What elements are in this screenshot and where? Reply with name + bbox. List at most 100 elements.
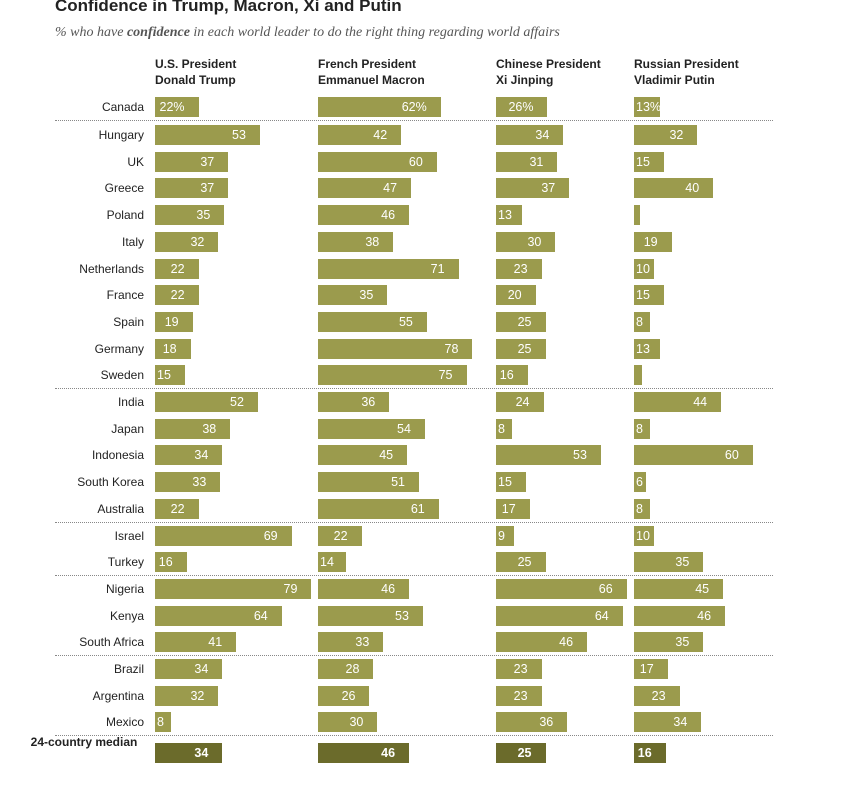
value-label: 10 [636, 528, 650, 543]
bar [318, 578, 410, 599]
bar [318, 258, 459, 279]
row-separator [55, 388, 773, 390]
value-label: 8 [157, 715, 164, 730]
value-label: 17 [501, 501, 516, 516]
value-label: 20 [507, 288, 522, 303]
bar [155, 552, 187, 573]
value-label: 8 [636, 501, 643, 516]
subtitle-emphasis: confidence [126, 25, 190, 40]
subtitle-text: % who have [55, 25, 127, 40]
value-label: 71 [430, 261, 445, 276]
bar [155, 743, 223, 764]
value-label: 35 [675, 555, 690, 570]
bar [496, 743, 546, 764]
bar [496, 605, 623, 626]
value-label: 16 [158, 555, 173, 570]
value-label: 69 [263, 528, 278, 543]
category-label: Canada [101, 100, 144, 114]
value-label: 8 [636, 314, 643, 329]
value-label: 15 [636, 288, 650, 303]
series-name: Chinese President Xi Jinping [496, 57, 601, 87]
bar [496, 151, 558, 172]
value-label: 25 [517, 555, 532, 570]
value-label: 37 [541, 181, 556, 196]
category-label: Sweden [100, 368, 144, 383]
bar [155, 258, 199, 279]
bar [634, 498, 650, 519]
value-label: 41 [208, 635, 223, 650]
bar [634, 632, 704, 653]
row-separator [55, 575, 773, 577]
value-label: 45 [695, 581, 710, 596]
value-label: 34 [673, 715, 688, 730]
value-label: 64 [253, 608, 268, 623]
value-label: 14 [320, 555, 334, 570]
bar [496, 125, 564, 145]
category-label: Israel [114, 528, 144, 543]
value-label: 25 [517, 341, 532, 356]
bar [318, 552, 346, 573]
bar [318, 525, 362, 546]
bar [634, 338, 660, 359]
bar [496, 712, 568, 733]
bar [155, 659, 223, 679]
value-label: 34 [194, 448, 209, 463]
bar [634, 151, 664, 172]
bar [496, 418, 512, 439]
bar [155, 285, 199, 306]
value-label: 10 [636, 261, 650, 276]
value-label: 54 [397, 421, 411, 436]
bar [318, 685, 370, 706]
value-label: 22 [170, 501, 185, 516]
bar [155, 445, 223, 466]
bar [318, 178, 412, 199]
bar [155, 125, 260, 145]
bar [634, 418, 650, 439]
bar [634, 178, 714, 199]
value-label: 37 [200, 181, 215, 196]
bar [634, 659, 668, 679]
value-label: 75 [438, 368, 453, 383]
value-label: 46 [381, 581, 396, 596]
bar [634, 205, 640, 226]
bar [634, 605, 726, 626]
bar [155, 97, 199, 117]
value-label: 22% [159, 100, 185, 114]
bar [634, 97, 660, 117]
category-label: Indonesia [91, 448, 144, 463]
value-label: 26 [341, 688, 356, 703]
bar [155, 392, 258, 412]
category-label: Netherlands [79, 261, 144, 276]
value-label: 53 [573, 448, 587, 463]
value-label: 13% [636, 100, 662, 114]
value-label: 22 [170, 261, 185, 276]
bar [318, 365, 467, 386]
series-name: U.S. President Donald Trump [155, 57, 237, 87]
value-label: 30 [349, 715, 364, 730]
value-label: 61 [410, 501, 425, 516]
bar [318, 659, 374, 679]
bar [155, 418, 231, 439]
bar [496, 552, 546, 573]
bar [318, 605, 423, 626]
value-label: 32 [190, 688, 205, 703]
category-label: Mexico [105, 715, 144, 730]
value-label: 52 [230, 395, 244, 409]
bar [318, 285, 388, 306]
bar [496, 231, 556, 252]
bar [155, 205, 225, 226]
value-label: 8 [636, 421, 643, 436]
category-label: Brazil [113, 662, 144, 676]
category-label: Poland [106, 208, 144, 223]
row-separator [55, 735, 773, 737]
value-label: 34 [194, 662, 209, 676]
category-label: Italy [121, 234, 144, 249]
bar [634, 472, 646, 493]
bar [634, 712, 702, 733]
bar [496, 392, 544, 412]
value-label: 23 [513, 662, 528, 676]
value-label: 38 [365, 234, 380, 249]
value-label: 22 [333, 528, 348, 543]
value-label: 51 [391, 475, 405, 490]
bar [155, 632, 237, 653]
